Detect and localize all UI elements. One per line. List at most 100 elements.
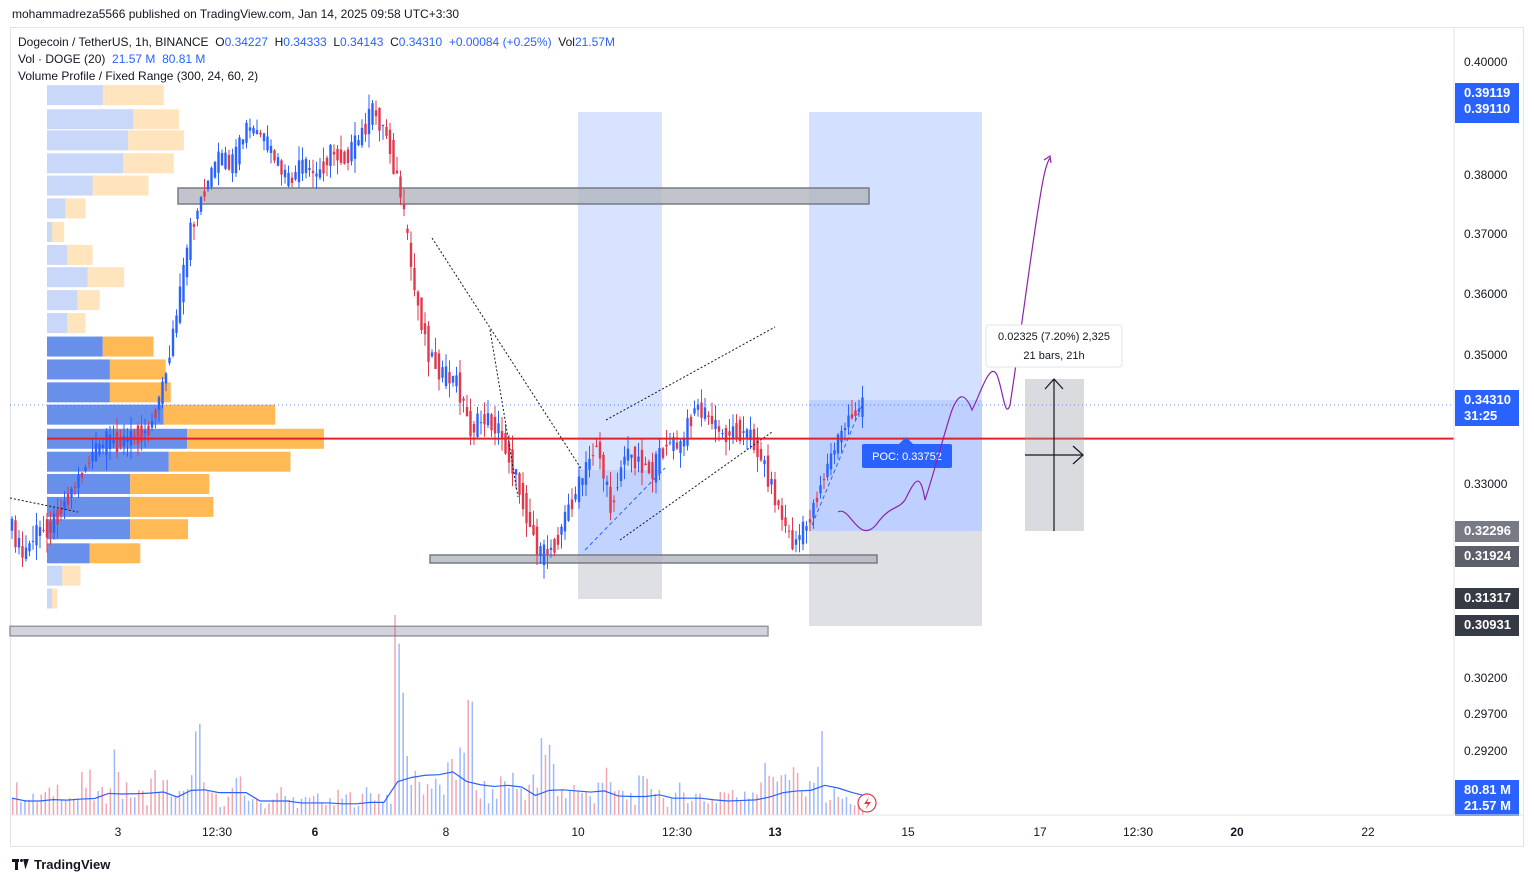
volume-bar <box>170 796 173 815</box>
zone-price-label-text: 0.31924 <box>1464 548 1512 563</box>
candle-body <box>185 247 189 278</box>
candle-body <box>728 431 731 436</box>
candle-body <box>833 450 836 455</box>
candle-body <box>665 444 668 447</box>
candle-body <box>451 375 455 383</box>
volume-bar <box>654 794 657 815</box>
candle-body <box>843 427 847 431</box>
volume-bar <box>829 799 831 815</box>
volume-bar <box>325 804 327 815</box>
candle-body <box>549 547 553 550</box>
volume-profile-buy-bar <box>47 382 110 403</box>
volume-profile-sell-bar <box>168 451 291 472</box>
volume-bar <box>735 797 738 815</box>
volume-bar <box>68 797 71 815</box>
price-axis: 0.40000 0.38000 0.37000 0.36000 0.35000 0.330… <box>1453 28 1519 816</box>
volume-profile-legend[interactable]: Volume Profile / Fixed Range (300, 24, 6… <box>18 69 258 83</box>
candle-body <box>287 172 290 187</box>
volume-bar <box>81 771 83 815</box>
candle-body <box>717 426 721 432</box>
candle-body <box>745 429 749 438</box>
candle-body <box>707 415 710 418</box>
candle-body <box>304 158 308 174</box>
trendline-dotted <box>431 237 583 471</box>
candle-body <box>409 242 413 267</box>
candle-body <box>402 204 406 210</box>
volume-bar <box>251 799 254 815</box>
candle-body <box>490 414 493 431</box>
volume-bar <box>650 788 652 815</box>
symbol-name[interactable]: Dogecoin / TetherUS, 1h, BINANCE <box>18 35 209 49</box>
candle-body <box>654 453 658 483</box>
volume-bar <box>190 775 193 815</box>
chart-frame[interactable] <box>10 27 1524 847</box>
volume-bar <box>764 762 766 815</box>
candle-body <box>238 137 241 165</box>
volume-indicator-legend[interactable]: Vol · DOGE (20) 21.57 M 80.81 M <box>18 52 205 66</box>
candle-body <box>542 544 546 566</box>
candle-body <box>77 474 80 488</box>
low-price-label-bg <box>1455 588 1519 609</box>
candle-body <box>556 534 560 545</box>
candle-body <box>500 430 504 438</box>
zone-price-label: 0.31924 <box>1455 546 1519 567</box>
volume-profile-name: Volume Profile / Fixed Range (300, 24, 6… <box>18 69 259 83</box>
volume-axis-label: 80.81 M21.57 M <box>1455 780 1519 816</box>
poc-label-text: POC: 0.33752 <box>872 451 942 463</box>
time-tick-label: 13 <box>768 825 782 839</box>
volume-bar <box>630 793 632 815</box>
candle-body <box>178 286 182 323</box>
volume-bar <box>756 794 758 815</box>
time-tick-label: 12:30 <box>202 825 232 839</box>
candle-body <box>735 423 738 438</box>
volume-bar <box>662 798 665 815</box>
candle-body <box>140 425 143 442</box>
candle-body <box>675 442 679 449</box>
candle-body <box>546 548 549 555</box>
volume-bar <box>178 790 181 815</box>
candle-body <box>507 442 511 463</box>
volume-bar <box>548 744 551 815</box>
volume-bar <box>727 793 730 815</box>
volume-bar <box>622 790 624 815</box>
vol-value: 21.57M <box>574 35 615 49</box>
price-tick-label: 0.29200 <box>1464 744 1508 758</box>
tradingview-logo[interactable]: TradingView <box>12 857 110 872</box>
entry-price-label-text: 0.32296 <box>1464 523 1511 538</box>
candle-body <box>371 103 374 125</box>
target-price-label-text: 0.39110 <box>1464 101 1510 116</box>
candle-body <box>801 521 805 545</box>
volume-bar <box>524 799 526 815</box>
candle-body <box>10 518 14 531</box>
open-label: O <box>215 35 225 49</box>
volume-bar <box>593 803 596 815</box>
candle-body <box>290 177 294 183</box>
volume-profile-sell-bar <box>92 175 149 196</box>
volume-bar <box>276 793 278 815</box>
volume-bar <box>467 699 469 815</box>
volume-bar <box>268 803 270 815</box>
trend-channels <box>9 237 863 551</box>
candle-body <box>273 150 276 161</box>
candle-body <box>220 152 224 166</box>
volume-bar <box>422 794 425 815</box>
volume-bar <box>569 790 571 815</box>
volume-bar <box>813 782 815 815</box>
candle-body <box>388 129 392 154</box>
volume-bar <box>500 776 502 815</box>
volume-bar <box>561 789 563 815</box>
volume-bar <box>678 782 681 815</box>
volume-bar <box>337 789 339 815</box>
candle-body <box>570 499 574 510</box>
volume-bar <box>512 772 514 815</box>
candle-body <box>42 529 45 531</box>
candle-body <box>87 462 91 464</box>
candle-body <box>189 222 192 261</box>
low-price-label-text: 0.31317 <box>1464 590 1511 605</box>
low-price-label: 0.31317 <box>1455 588 1519 609</box>
price-tick-label: 0.37000 <box>1464 227 1508 241</box>
volume-bar <box>508 787 510 815</box>
candle-body <box>294 172 297 180</box>
